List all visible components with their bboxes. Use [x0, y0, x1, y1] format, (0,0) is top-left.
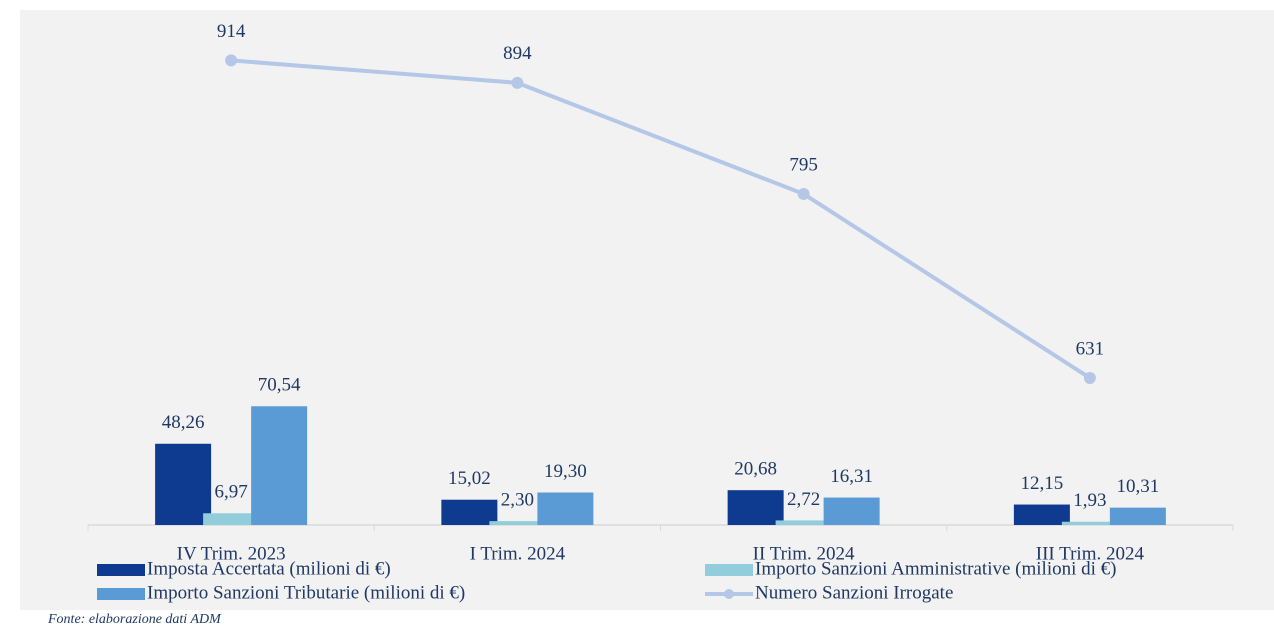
bar	[537, 492, 594, 525]
value-label: 19,30	[544, 461, 587, 482]
value-label: 2,30	[501, 489, 534, 510]
value-label: 914	[217, 21, 246, 42]
value-label: 12,15	[1021, 473, 1064, 494]
legend-label: Imposta Accertata (milioni di €)	[147, 558, 391, 579]
bar	[251, 406, 308, 525]
bar	[1061, 521, 1118, 525]
value-label: 16,31	[830, 466, 873, 487]
line	[230, 58, 1091, 380]
value-label: 1,93	[1073, 490, 1106, 511]
line-point	[511, 76, 524, 89]
legend-swatch	[97, 564, 145, 576]
value-label: 10,31	[1117, 476, 1160, 497]
bar	[727, 490, 784, 525]
x-tick-label: III Trim. 2024	[1036, 543, 1145, 564]
value-label: 70,54	[258, 375, 301, 396]
bar	[823, 497, 880, 525]
legend-swatch-marker	[724, 589, 734, 599]
line-point	[797, 187, 810, 200]
value-label: 15,02	[448, 468, 491, 489]
bar	[203, 513, 260, 525]
value-label: 6,97	[215, 482, 248, 503]
value-label: 48,26	[162, 412, 205, 433]
value-label: 2,72	[787, 489, 820, 510]
legend-label: Numero Sanzioni Irrogate	[755, 582, 953, 603]
legend-label: Importo Sanzioni Tributarie (milioni di …	[147, 582, 465, 603]
line-point	[1083, 371, 1096, 384]
value-label: 795	[789, 154, 818, 175]
bar	[155, 443, 212, 525]
legend-swatch	[705, 564, 753, 576]
bar	[775, 520, 832, 525]
value-label: 894	[503, 43, 532, 64]
bar	[1109, 507, 1166, 525]
x-tick-label: II Trim. 2024	[753, 543, 855, 564]
bar	[489, 521, 546, 525]
legend-label: Importo Sanzioni Amministrative (milioni…	[755, 558, 1117, 579]
value-label: 20,68	[734, 459, 777, 480]
bar	[1013, 504, 1070, 525]
x-tick-label: IV Trim. 2023	[177, 543, 286, 564]
legend-swatch	[97, 588, 145, 600]
value-label: 631	[1076, 338, 1105, 359]
x-tick-label: I Trim. 2024	[470, 543, 566, 564]
source-note: Fonte: elaborazione dati ADM	[47, 612, 222, 627]
line-point	[225, 54, 238, 67]
bar	[441, 499, 498, 525]
